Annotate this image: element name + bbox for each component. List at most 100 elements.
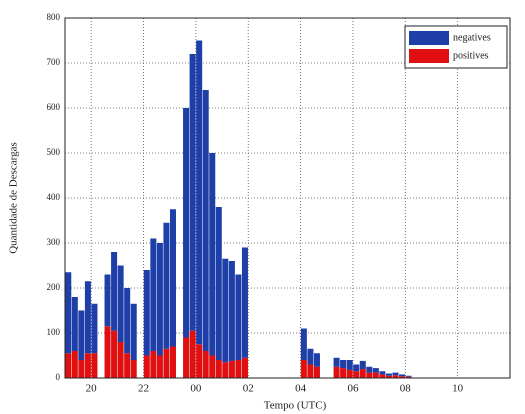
bar-segment bbox=[385, 373, 392, 376]
bar-segment bbox=[202, 351, 209, 378]
bar-segment bbox=[333, 357, 340, 367]
bar-segment bbox=[156, 355, 163, 378]
bar-segment bbox=[379, 374, 386, 378]
y-tick-label: 400 bbox=[47, 192, 61, 202]
bar-segment bbox=[189, 54, 196, 331]
bar-segment bbox=[235, 274, 242, 360]
bar-segment bbox=[71, 351, 78, 378]
bar-segment bbox=[196, 344, 203, 378]
bar-segment bbox=[202, 90, 209, 351]
bar-segment bbox=[340, 368, 347, 378]
y-tick-label: 100 bbox=[47, 327, 61, 337]
bar-segment bbox=[366, 366, 373, 373]
bar-segment bbox=[117, 342, 124, 378]
bar-segment bbox=[84, 353, 91, 378]
y-tick-label: 0 bbox=[56, 372, 61, 382]
bar-segment bbox=[104, 326, 111, 378]
bar-segment bbox=[399, 376, 406, 378]
bar-segment bbox=[156, 243, 163, 356]
bar-segment bbox=[405, 375, 412, 377]
bar-segment bbox=[222, 362, 229, 378]
bar-segment bbox=[399, 374, 406, 377]
x-tick-label: 06 bbox=[347, 383, 359, 395]
x-tick-label: 00 bbox=[190, 383, 202, 395]
legend-swatch bbox=[409, 49, 449, 63]
y-tick-label: 200 bbox=[47, 282, 61, 292]
bar-segment bbox=[300, 328, 307, 360]
bar-segment bbox=[124, 288, 131, 354]
bar-segment bbox=[91, 353, 98, 378]
bar-segment bbox=[241, 247, 248, 358]
bar-segment bbox=[372, 372, 379, 378]
bar-segment bbox=[111, 330, 118, 378]
bar-segment bbox=[78, 310, 85, 360]
bar-segment bbox=[372, 368, 379, 373]
bar-segment bbox=[353, 371, 360, 378]
bar-segment bbox=[300, 360, 307, 378]
bar-segment bbox=[307, 364, 314, 378]
legend-swatch bbox=[409, 31, 449, 45]
bar-segment bbox=[333, 366, 340, 378]
bar-segment bbox=[379, 371, 386, 375]
bar-segment bbox=[104, 274, 111, 327]
y-tick-label: 800 bbox=[47, 12, 61, 22]
bar-segment bbox=[78, 360, 85, 378]
bar-segment bbox=[340, 360, 347, 369]
bar-segment bbox=[169, 346, 176, 378]
bar-segment bbox=[313, 353, 320, 367]
bar-segment bbox=[71, 297, 78, 351]
bar-segment bbox=[405, 376, 412, 378]
x-tick-label: 02 bbox=[243, 383, 254, 395]
bar-segment bbox=[196, 40, 203, 345]
x-tick-label: 10 bbox=[452, 383, 464, 395]
bar-segment bbox=[183, 108, 190, 338]
y-tick-label: 700 bbox=[47, 57, 61, 67]
bar-segment bbox=[215, 207, 222, 360]
bar-segment bbox=[143, 270, 150, 356]
x-axis-label: Tempo (UTC) bbox=[264, 400, 327, 412]
bar-segment bbox=[124, 353, 131, 378]
bar-segment bbox=[163, 348, 170, 378]
y-tick-label: 600 bbox=[47, 102, 61, 112]
bar-segment bbox=[359, 360, 366, 369]
plot-frame bbox=[64, 17, 511, 379]
bar-segment bbox=[84, 281, 91, 354]
bar-segment bbox=[111, 252, 118, 331]
bar-segment bbox=[366, 372, 373, 378]
bar-segment bbox=[222, 258, 229, 363]
x-tick-label: 04 bbox=[295, 383, 307, 395]
bar-segment bbox=[150, 351, 157, 378]
bar-segment bbox=[307, 348, 314, 365]
bar-segment bbox=[169, 209, 176, 347]
bar-segment bbox=[189, 330, 196, 378]
bar-segment bbox=[143, 355, 150, 378]
bar-segment bbox=[183, 337, 190, 378]
bar-segment bbox=[228, 360, 235, 378]
x-tick-label: 20 bbox=[86, 383, 98, 395]
y-tick-label: 500 bbox=[47, 147, 61, 157]
bar-segment bbox=[392, 375, 399, 378]
bar-segment bbox=[359, 369, 366, 378]
bar-segment bbox=[65, 353, 72, 378]
bar-segment bbox=[163, 222, 170, 349]
bar-segment bbox=[235, 360, 242, 378]
bar-segment bbox=[209, 355, 216, 378]
bar-segment bbox=[353, 364, 360, 372]
bar-segment bbox=[130, 303, 137, 360]
bar-segment bbox=[209, 153, 216, 356]
bar-segment bbox=[150, 238, 157, 351]
bar-segment bbox=[241, 357, 248, 378]
bar-segment bbox=[392, 372, 399, 376]
bar-segment bbox=[346, 360, 353, 370]
legend-label: positives bbox=[453, 50, 489, 61]
x-tick-label: 08 bbox=[400, 383, 412, 395]
bar-segment bbox=[130, 360, 137, 378]
x-tick-label: 22 bbox=[138, 383, 149, 395]
bar-segment bbox=[228, 261, 235, 361]
legend-label: negatives bbox=[453, 32, 491, 43]
bar-segment bbox=[346, 369, 353, 378]
bar-segment bbox=[65, 272, 72, 354]
bar-segment bbox=[385, 375, 392, 378]
bar-segment bbox=[117, 265, 124, 342]
